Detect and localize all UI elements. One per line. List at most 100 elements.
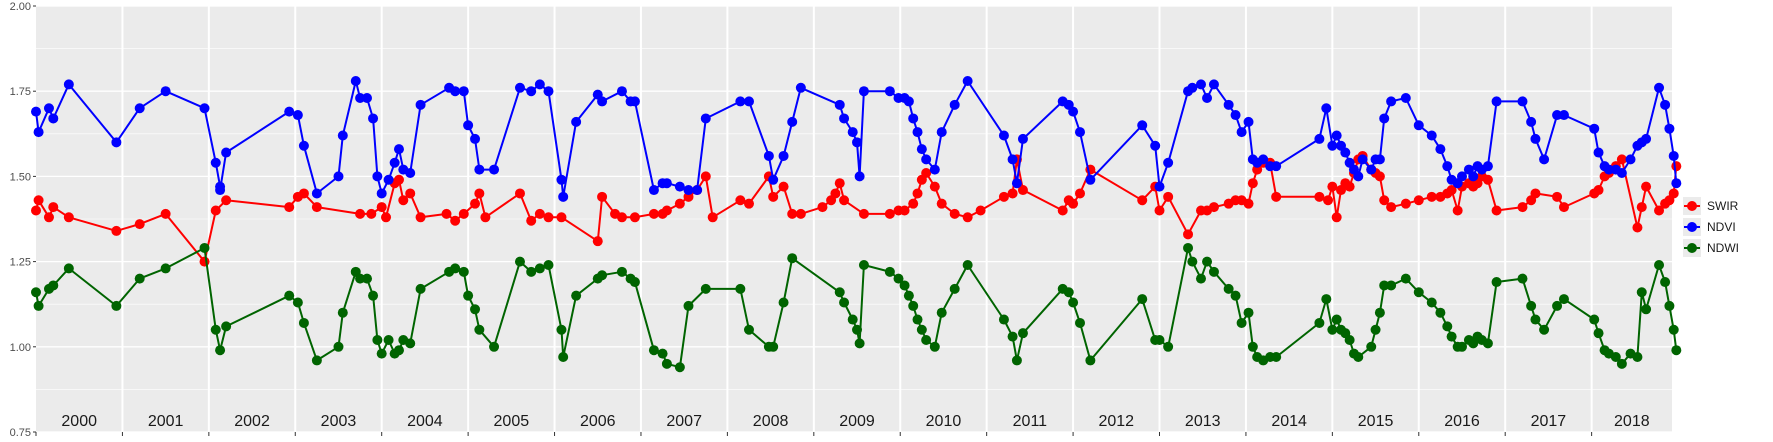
data-point-ndvi (1007, 154, 1018, 165)
data-point-ndwi (1183, 242, 1194, 253)
data-point-ndvi (1517, 96, 1528, 107)
data-point-ndvi (1017, 133, 1028, 144)
data-point-ndwi (657, 348, 668, 359)
data-point-swir (1616, 154, 1627, 165)
data-point-ndvi (1435, 144, 1446, 155)
data-point-ndvi (854, 171, 865, 182)
legend-key-point (1687, 222, 1697, 232)
data-point-ndwi (1353, 352, 1364, 363)
data-point-ndvi (111, 137, 122, 148)
data-point-ndvi (921, 154, 932, 165)
data-point-ndvi (683, 185, 694, 196)
data-point-ndwi (1435, 307, 1446, 318)
data-point-swir (1482, 174, 1493, 185)
data-point-ndwi (474, 324, 485, 335)
data-point-swir (134, 219, 145, 230)
data-point-ndwi (1442, 321, 1453, 332)
data-point-ndvi (1243, 116, 1254, 127)
data-point-ndvi (1413, 120, 1424, 131)
data-point-swir (160, 208, 171, 219)
data-point-ndwi (221, 321, 232, 332)
data-point-swir (1654, 205, 1665, 216)
data-point-swir (899, 205, 910, 216)
data-point-swir (912, 188, 923, 199)
y-tick-label: 0.75 (10, 427, 31, 439)
data-point-ndvi (768, 174, 779, 185)
data-point-swir (674, 198, 685, 209)
y-tick-label: 1.75 (10, 86, 31, 98)
data-point-ndvi (1491, 96, 1502, 107)
data-point-ndwi (1654, 260, 1665, 271)
legend-label: NDVI (1707, 220, 1736, 234)
data-point-ndvi (199, 103, 210, 114)
data-point-ndvi (489, 164, 500, 175)
data-point-ndwi (1344, 334, 1355, 345)
data-point-ndvi (1327, 140, 1338, 151)
year-label: 2006 (580, 413, 616, 430)
data-point-ndvi (692, 185, 703, 196)
data-point-swir (1491, 205, 1502, 216)
data-point-swir (817, 202, 828, 213)
data-point-swir (480, 212, 491, 223)
data-point-ndvi (763, 150, 774, 161)
data-point-swir (470, 198, 481, 209)
data-point-swir (1243, 198, 1254, 209)
data-point-ndwi (372, 334, 383, 345)
data-point-ndvi (962, 75, 973, 86)
data-point-ndvi (1366, 164, 1377, 175)
year-labels: 2000 2001 2002 2003 2004 2005 2006 2007 2008 2009… (61, 413, 1649, 430)
data-point-ndvi (376, 188, 387, 199)
data-point-ndwi (284, 290, 295, 301)
data-point-ndvi (543, 86, 554, 97)
data-point-ndvi (221, 147, 232, 158)
data-point-ndwi (1400, 273, 1411, 284)
data-point-swir (1323, 195, 1334, 206)
data-point-ndvi (1011, 178, 1022, 189)
legend-item-ndwi: NDWI (1683, 239, 1739, 257)
data-point-ndvi (1340, 147, 1351, 158)
data-point-ndvi (1195, 79, 1206, 90)
data-point-swir (1057, 205, 1068, 216)
data-point-ndwi (936, 307, 947, 318)
data-point-swir (199, 256, 210, 267)
legend-key-point (1687, 243, 1697, 253)
data-point-ndwi (616, 266, 627, 277)
data-point-ndvi (1641, 133, 1652, 144)
data-point-swir (1641, 181, 1652, 192)
data-point-ndvi (43, 103, 54, 114)
data-point-ndwi (854, 338, 865, 349)
data-point-swir (366, 208, 377, 219)
data-point-ndvi (1654, 82, 1665, 93)
data-point-ndvi (735, 96, 746, 107)
data-point-ndvi (526, 86, 537, 97)
data-point-ndvi (372, 171, 383, 182)
data-point-ndwi (998, 314, 1009, 325)
data-point-ndvi (48, 113, 59, 124)
data-point-ndwi (393, 345, 404, 356)
data-point-swir (514, 188, 525, 199)
data-point-swir (1386, 202, 1397, 213)
data-point-swir (787, 208, 798, 219)
data-point-ndvi (63, 79, 74, 90)
data-point-ndwi (648, 345, 659, 356)
data-point-ndvi (1625, 154, 1636, 165)
data-point-ndwi (63, 263, 74, 274)
year-label: 2018 (1614, 413, 1650, 430)
data-point-swir (111, 225, 122, 236)
data-point-ndvi (1314, 133, 1325, 144)
data-point-ndwi (463, 290, 474, 301)
year-label: 2004 (407, 413, 443, 430)
data-point-ndwi (362, 273, 373, 284)
data-point-ndwi (1236, 317, 1247, 328)
data-point-ndvi (405, 167, 416, 178)
data-point-swir (592, 236, 603, 247)
data-point-ndwi (884, 266, 895, 277)
data-point-swir (1530, 188, 1541, 199)
data-point-swir (1183, 229, 1194, 240)
data-point-ndvi (834, 99, 845, 110)
data-point-ndvi (33, 127, 44, 138)
data-point-ndvi (1223, 99, 1234, 110)
data-point-swir (1017, 185, 1028, 196)
data-point-swir (221, 195, 232, 206)
data-point-ndwi (1011, 355, 1022, 366)
